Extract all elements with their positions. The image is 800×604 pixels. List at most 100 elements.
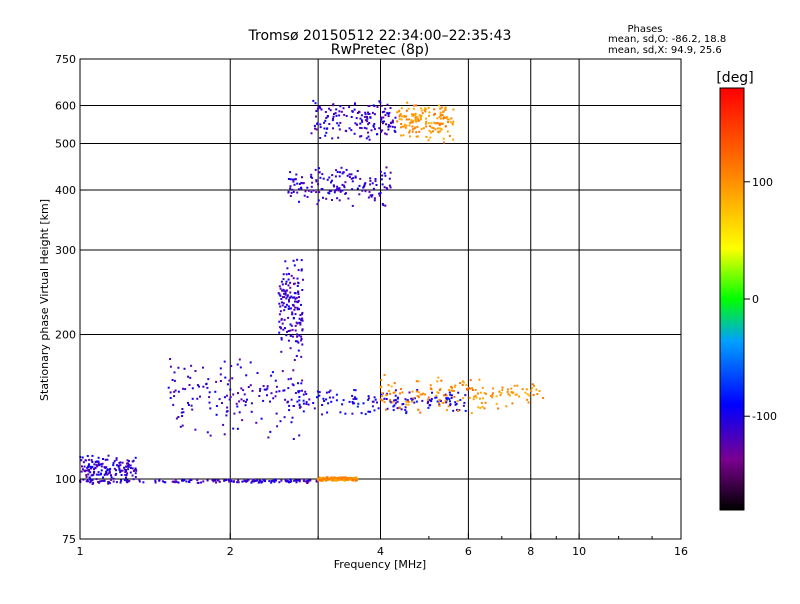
echo-point <box>320 188 323 191</box>
echo-point <box>425 120 428 123</box>
echo-point <box>290 480 293 483</box>
echo-point <box>292 190 295 193</box>
echo-point <box>187 401 189 404</box>
echo-point <box>242 389 245 392</box>
echo-point <box>237 481 240 484</box>
echo-point <box>290 295 293 298</box>
echo-point <box>289 178 292 181</box>
echo-point <box>450 385 453 388</box>
echo-point <box>449 400 451 403</box>
echo-point <box>428 129 431 132</box>
echo-point <box>91 465 94 468</box>
echo-point <box>291 335 294 338</box>
echo-point <box>215 405 218 407</box>
echo-point <box>383 374 386 376</box>
echo-point <box>260 417 263 420</box>
echo-point <box>363 184 366 187</box>
echo-point <box>332 115 335 118</box>
echo-point <box>105 466 108 469</box>
echo-point <box>330 400 333 403</box>
echo-point <box>430 131 433 134</box>
echo-point <box>229 480 231 483</box>
echo-point <box>405 118 408 121</box>
echo-point <box>249 361 252 364</box>
echo-point <box>415 120 418 123</box>
echo-point <box>448 391 451 394</box>
echo-point <box>154 479 157 482</box>
echo-point <box>352 398 355 401</box>
echo-point <box>431 391 433 394</box>
echo-point <box>173 379 176 382</box>
echo-point <box>251 480 254 483</box>
echo-point <box>434 122 437 125</box>
echo-point <box>374 178 377 180</box>
echo-point <box>356 187 359 190</box>
echo-point <box>408 118 411 121</box>
echo-point <box>435 396 438 399</box>
echo-point <box>531 387 534 390</box>
echo-point <box>292 317 295 320</box>
echo-point <box>445 394 448 397</box>
echo-point <box>416 135 419 138</box>
echo-point <box>372 104 375 107</box>
echo-point <box>300 268 303 271</box>
echo-point <box>369 116 372 119</box>
echo-point <box>441 402 444 404</box>
echo-point <box>403 123 406 126</box>
echo-point <box>190 479 193 481</box>
echo-point <box>473 395 476 398</box>
echo-point <box>329 109 332 112</box>
echo-point <box>179 425 182 428</box>
echo-point <box>106 458 109 461</box>
echo-point <box>235 402 238 405</box>
echo-point <box>115 472 118 475</box>
echo-point <box>329 476 332 479</box>
echo-point <box>278 331 281 334</box>
echo-point <box>367 410 370 413</box>
echo-point <box>351 110 354 113</box>
echo-point <box>339 171 341 174</box>
echo-point <box>516 384 519 387</box>
echo-point <box>366 117 369 120</box>
echo-point <box>275 390 278 393</box>
echo-point <box>126 459 129 462</box>
echo-point <box>317 478 320 481</box>
echo-point <box>284 398 287 401</box>
echo-point <box>388 184 391 187</box>
echo-point <box>333 478 336 481</box>
echo-point <box>325 398 328 401</box>
echo-point <box>297 479 299 482</box>
echo-point <box>292 369 295 372</box>
echo-point <box>169 365 172 368</box>
echo-point <box>294 292 297 295</box>
echo-point <box>339 190 342 193</box>
echo-point <box>430 122 433 125</box>
echo-point <box>100 465 103 468</box>
x-tick-label: 16 <box>674 545 688 558</box>
echo-point <box>124 473 127 476</box>
echo-point <box>483 407 486 410</box>
echo-point <box>280 337 283 339</box>
echo-point <box>127 460 130 462</box>
echo-point <box>432 127 435 129</box>
echo-point <box>497 407 500 410</box>
echo-point <box>400 118 403 121</box>
echo-point <box>444 116 447 119</box>
echo-point <box>326 178 329 181</box>
echo-point <box>286 294 289 297</box>
echo-point <box>259 387 262 390</box>
echo-point <box>206 386 209 389</box>
echo-point <box>237 392 239 395</box>
echo-point <box>342 171 345 174</box>
echo-point <box>383 120 385 123</box>
echo-point <box>281 304 284 307</box>
echo-point <box>536 393 539 395</box>
echo-point <box>103 473 106 476</box>
echo-point <box>434 128 437 131</box>
echo-point <box>244 404 247 407</box>
echo-point <box>416 116 419 119</box>
echo-point <box>412 397 415 400</box>
echo-point <box>231 377 234 380</box>
echo-point <box>364 111 367 114</box>
echo-point <box>108 469 111 472</box>
